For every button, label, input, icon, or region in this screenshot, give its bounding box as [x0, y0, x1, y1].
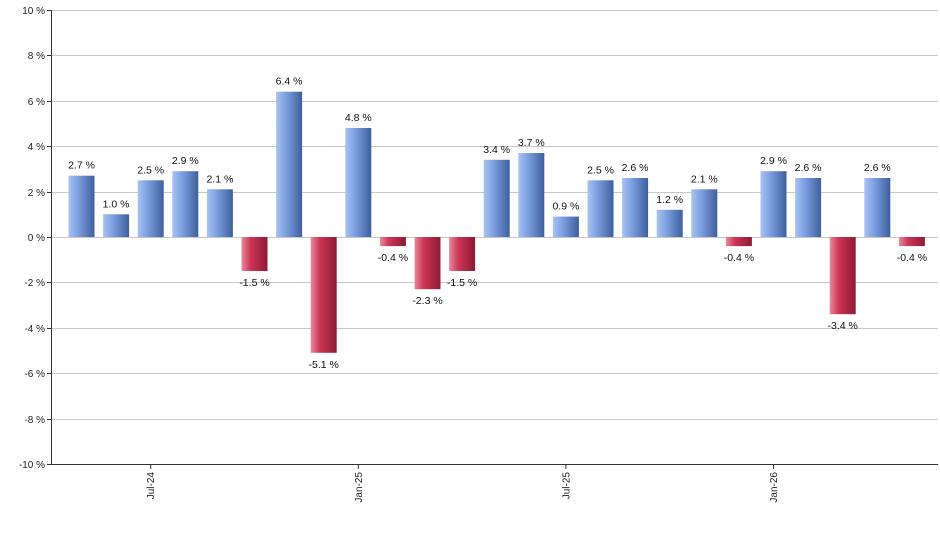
y-tick-label: 0 % — [28, 233, 45, 244]
x-tick-label: Jan-26 — [769, 472, 780, 503]
data-label: 2.5 % — [137, 164, 164, 176]
data-label: 3.4 % — [483, 144, 510, 156]
bar-apr-25 — [414, 237, 441, 290]
bar-sep-24 — [172, 171, 199, 237]
bar-jun-24 — [68, 175, 95, 237]
bar-mar-26 — [795, 178, 822, 237]
data-label: 2.1 % — [691, 173, 718, 185]
bar-dec-25 — [691, 189, 718, 237]
y-tick-label: -2 % — [24, 278, 45, 289]
y-tick-label: 6 % — [28, 97, 45, 108]
data-label: 3.7 % — [518, 137, 545, 149]
bar-jan-25 — [310, 237, 337, 353]
data-label: -1.5 % — [447, 277, 477, 289]
data-label: 4.8 % — [345, 112, 372, 124]
x-tick-label: Jul-25 — [561, 472, 572, 500]
y-tick-label: -10 % — [19, 460, 45, 471]
bar-jul-24 — [103, 214, 130, 237]
data-label: 2.6 % — [622, 162, 649, 174]
bars — [68, 91, 925, 353]
bar-feb-26 — [760, 171, 787, 237]
data-label: 2.9 % — [172, 155, 199, 167]
y-tick-label: -8 % — [24, 415, 45, 426]
y-tick-label: 2 % — [28, 188, 45, 199]
x-axis-tick-labels: Jul-24 Jan-25 Jul-25 Jan-26 — [146, 464, 780, 503]
bar-nov-25 — [656, 209, 683, 237]
bar-apr-26 — [829, 237, 856, 315]
bar-oct-24 — [206, 189, 233, 237]
bar-aug-24 — [137, 180, 164, 238]
axes — [51, 10, 938, 465]
data-label: -0.4 % — [378, 252, 408, 264]
bar-nov-24 — [241, 237, 268, 271]
y-tick-label: 8 % — [28, 51, 45, 62]
data-label: -0.4 % — [897, 252, 927, 264]
gridlines — [47, 10, 938, 465]
data-label: -3.4 % — [828, 320, 858, 332]
bar-aug-25 — [552, 216, 579, 237]
x-tick-label: Jul-24 — [146, 472, 157, 500]
data-label: -5.1 % — [309, 359, 339, 371]
bar-sep-25 — [587, 180, 614, 238]
data-label: 2.1 % — [206, 173, 233, 185]
bar-feb-25 — [345, 128, 372, 237]
y-tick-label: -6 % — [24, 369, 45, 380]
y-tick-label: 4 % — [28, 142, 45, 153]
y-tick-label: 10 % — [22, 6, 45, 17]
bar-data-labels: 2.7 % 1.0 % 2.5 % 2.9 % 2.1 % -1.5 % 6.4 % -5.1… — [68, 76, 927, 371]
data-label: 2.5 % — [587, 164, 614, 176]
bar-jun-25 — [483, 159, 510, 237]
data-label: -0.4 % — [724, 252, 754, 264]
bar-jan-26 — [725, 237, 752, 247]
bar-oct-25 — [622, 178, 649, 237]
x-tick-label: Jan-25 — [354, 472, 365, 503]
data-label: 6.4 % — [276, 76, 303, 88]
bar-jul-25 — [518, 153, 545, 237]
data-label: 2.6 % — [795, 162, 822, 174]
data-label: 1.0 % — [103, 198, 130, 210]
bar-mar-25 — [379, 237, 406, 247]
data-label: 2.7 % — [68, 160, 95, 172]
bar-may-26 — [864, 178, 891, 237]
data-label: 2.9 % — [760, 155, 787, 167]
bar-dec-24 — [276, 91, 303, 237]
data-label: 2.6 % — [864, 162, 891, 174]
data-label: 1.2 % — [656, 194, 683, 206]
data-label: -1.5 % — [239, 277, 269, 289]
bar-may-25 — [449, 237, 476, 271]
y-axis-tick-labels: 10 % 8 % 6 % 4 % 2 % 0 % -2 % -4 % -6 % -8 % -10 % — [19, 6, 45, 471]
y-tick-label: -4 % — [24, 324, 45, 335]
data-label: -2.3 % — [412, 295, 442, 307]
bar-jun-26 — [898, 237, 925, 247]
data-label: 0.9 % — [552, 201, 579, 213]
